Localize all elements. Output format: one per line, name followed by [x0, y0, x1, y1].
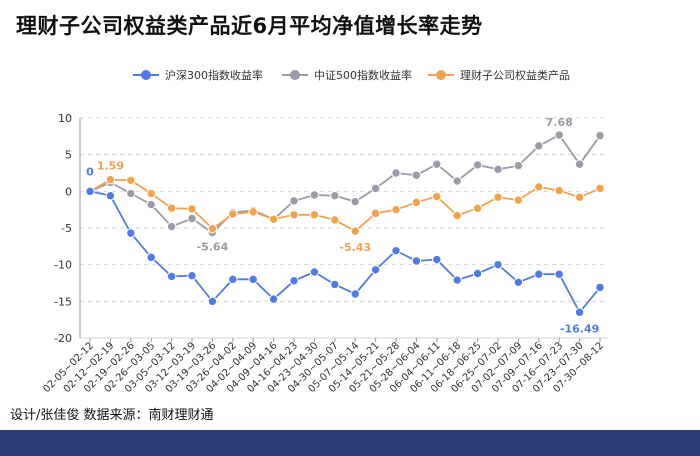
- data-point-zz500: [493, 164, 503, 175]
- data-point-zz500: [513, 160, 524, 171]
- series-line-wealth: [89, 178, 601, 233]
- data-point-hs300: [554, 269, 564, 279]
- legend-label-zz500: 中证500指数收益率: [314, 69, 412, 82]
- data-label-hs300: 0: [86, 165, 94, 178]
- data-point-zz500: [330, 191, 340, 201]
- data-point-hs300: [105, 191, 116, 201]
- data-point-wealth: [595, 183, 605, 194]
- data-point-hs300: [248, 274, 258, 285]
- data-point-wealth: [228, 209, 238, 219]
- data-label-zz500: 7.68: [546, 116, 573, 129]
- data-point-zz500: [452, 176, 462, 186]
- data-point-wealth: [330, 215, 340, 225]
- data-point-wealth: [493, 192, 503, 202]
- data-point-wealth: [289, 210, 299, 220]
- data-point-wealth: [268, 214, 279, 224]
- data-point-zz500: [146, 199, 156, 210]
- data-point-hs300: [166, 271, 177, 282]
- data-point-wealth: [146, 188, 156, 199]
- data-point-zz500: [595, 130, 605, 141]
- data-point-wealth: [370, 208, 381, 219]
- y-tick-label: -10: [54, 259, 72, 272]
- y-tick-label: 5: [65, 149, 72, 162]
- legend-label-wealth: 理财子公司权益类产品: [460, 69, 570, 82]
- data-point-wealth: [187, 204, 197, 214]
- data-point-zz500: [187, 213, 197, 224]
- data-point-zz500: [309, 190, 320, 200]
- data-point-zz500: [166, 221, 177, 232]
- data-point-wealth: [126, 175, 136, 186]
- data-label-hs300: -16.49: [560, 322, 599, 335]
- legend-dot-zz500: [290, 70, 300, 80]
- data-point-hs300: [595, 282, 605, 293]
- data-point-hs300: [289, 276, 299, 286]
- series-line-zz500: [89, 133, 601, 234]
- data-point-wealth: [391, 204, 401, 215]
- legend-label-hs300: 沪深300指数收益率: [165, 69, 263, 82]
- data-point-wealth: [105, 174, 116, 185]
- data-label-wealth: 1.59: [97, 160, 124, 173]
- data-point-wealth: [207, 224, 218, 234]
- data-point-hs300: [228, 274, 238, 285]
- data-point-hs300: [574, 307, 585, 317]
- line-chart: 1050-5-10-15-2002-05~02-1202-12~02-1902-…: [41, 112, 608, 395]
- data-point-zz500: [289, 196, 299, 206]
- data-label-wealth: -5.43: [339, 241, 371, 254]
- data-point-zz500: [391, 168, 401, 178]
- data-point-zz500: [432, 159, 442, 169]
- data-point-wealth: [411, 197, 422, 208]
- data-point-hs300: [493, 259, 503, 270]
- data-point-hs300: [370, 265, 381, 275]
- data-point-wealth: [432, 191, 442, 202]
- data-point-hs300: [391, 246, 401, 256]
- data-point-wealth: [166, 203, 177, 213]
- y-tick-label: 0: [65, 185, 72, 198]
- data-point-hs300: [146, 252, 156, 263]
- data-point-wealth: [248, 207, 258, 217]
- data-point-hs300: [350, 289, 360, 299]
- data-point-wealth: [574, 192, 585, 202]
- data-point-zz500: [350, 196, 360, 207]
- page-title: 理财子公司权益类产品近6月平均净值增长率走势: [16, 14, 483, 38]
- data-point-zz500: [534, 141, 544, 151]
- data-point-hs300: [432, 254, 442, 265]
- data-point-zz500: [370, 183, 381, 194]
- data-point-wealth: [350, 226, 360, 236]
- footer-bar: [0, 430, 700, 456]
- legend-dot-hs300: [141, 70, 151, 80]
- data-point-wealth: [554, 185, 564, 196]
- y-tick-label: 10: [58, 112, 72, 125]
- data-point-zz500: [554, 130, 564, 140]
- data-point-zz500: [411, 170, 422, 180]
- data-point-wealth: [452, 210, 462, 221]
- legend-dot-wealth: [436, 70, 446, 80]
- data-point-zz500: [472, 160, 483, 170]
- y-tick-label: -15: [54, 295, 72, 308]
- data-point-wealth: [472, 203, 483, 213]
- data-point-hs300: [268, 294, 279, 304]
- data-point-hs300: [513, 277, 524, 287]
- data-label-zz500: -5.64: [197, 241, 229, 254]
- data-point-hs300: [411, 256, 422, 266]
- data-point-hs300: [126, 228, 136, 238]
- y-tick-label: -5: [61, 222, 72, 235]
- data-point-hs300: [187, 270, 197, 281]
- data-point-hs300: [534, 269, 544, 279]
- chart-legend: 沪深300指数收益率 中证500指数收益率 理财子公司权益类产品: [0, 66, 700, 86]
- data-point-wealth: [309, 210, 320, 220]
- data-point-zz500: [126, 188, 136, 199]
- data-point-zz500: [574, 159, 585, 169]
- data-point-hs300: [207, 296, 218, 307]
- y-tick-label: -20: [54, 332, 72, 345]
- data-point-wealth: [534, 182, 544, 192]
- data-point-hs300: [330, 279, 340, 290]
- data-point-wealth: [513, 195, 524, 205]
- data-point-hs300: [452, 275, 462, 285]
- data-point-hs300: [85, 186, 95, 197]
- footer-credit: 设计/张佳俊 数据来源：南财理财通: [10, 408, 214, 423]
- data-point-hs300: [472, 268, 483, 279]
- data-point-hs300: [309, 267, 320, 277]
